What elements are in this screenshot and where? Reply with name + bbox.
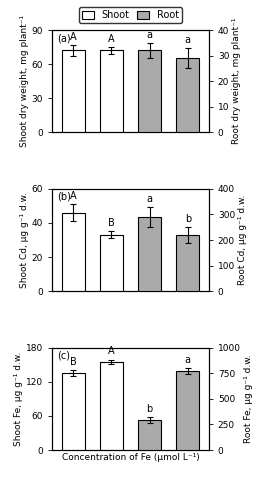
Bar — [100, 362, 123, 450]
Text: A: A — [108, 34, 115, 44]
Text: a: a — [185, 35, 191, 45]
Text: A: A — [70, 32, 76, 42]
Text: B: B — [108, 218, 115, 228]
Bar — [138, 420, 161, 450]
Bar — [62, 373, 85, 450]
Y-axis label: Root Fe, μg g⁻¹ d.w.: Root Fe, μg g⁻¹ d.w. — [244, 354, 253, 443]
Y-axis label: Shoot Cd, μg g⁻¹ d.w.: Shoot Cd, μg g⁻¹ d.w. — [20, 192, 29, 288]
Bar — [176, 371, 199, 450]
Legend: Shoot, Root: Shoot, Root — [79, 8, 182, 23]
Y-axis label: Root Cd, μg g⁻¹ d.w.: Root Cd, μg g⁻¹ d.w. — [238, 195, 247, 285]
Text: a: a — [185, 355, 191, 365]
Text: a: a — [147, 194, 153, 203]
Text: A: A — [70, 191, 76, 201]
Text: b: b — [185, 214, 191, 224]
Bar — [100, 50, 123, 132]
Text: a: a — [147, 30, 153, 40]
Bar — [176, 235, 199, 291]
Y-axis label: Shoot dry weight, mg plant⁻¹: Shoot dry weight, mg plant⁻¹ — [20, 15, 29, 148]
Text: (a): (a) — [57, 33, 70, 43]
Text: A: A — [108, 346, 115, 356]
Text: (c): (c) — [57, 350, 70, 360]
Text: b: b — [146, 404, 153, 414]
Bar — [138, 50, 161, 132]
Y-axis label: Root dry weight, mg plant⁻¹: Root dry weight, mg plant⁻¹ — [232, 18, 241, 144]
Bar — [62, 50, 85, 132]
Bar — [100, 235, 123, 291]
Bar — [62, 212, 85, 291]
X-axis label: Concentration of Fe (μmol L⁻¹): Concentration of Fe (μmol L⁻¹) — [62, 453, 199, 462]
Bar — [176, 58, 199, 132]
Bar — [138, 217, 161, 291]
Y-axis label: Shoot Fe, μg g⁻¹ d.w.: Shoot Fe, μg g⁻¹ d.w. — [14, 352, 23, 446]
Text: B: B — [70, 358, 76, 368]
Text: (b): (b) — [57, 192, 71, 202]
